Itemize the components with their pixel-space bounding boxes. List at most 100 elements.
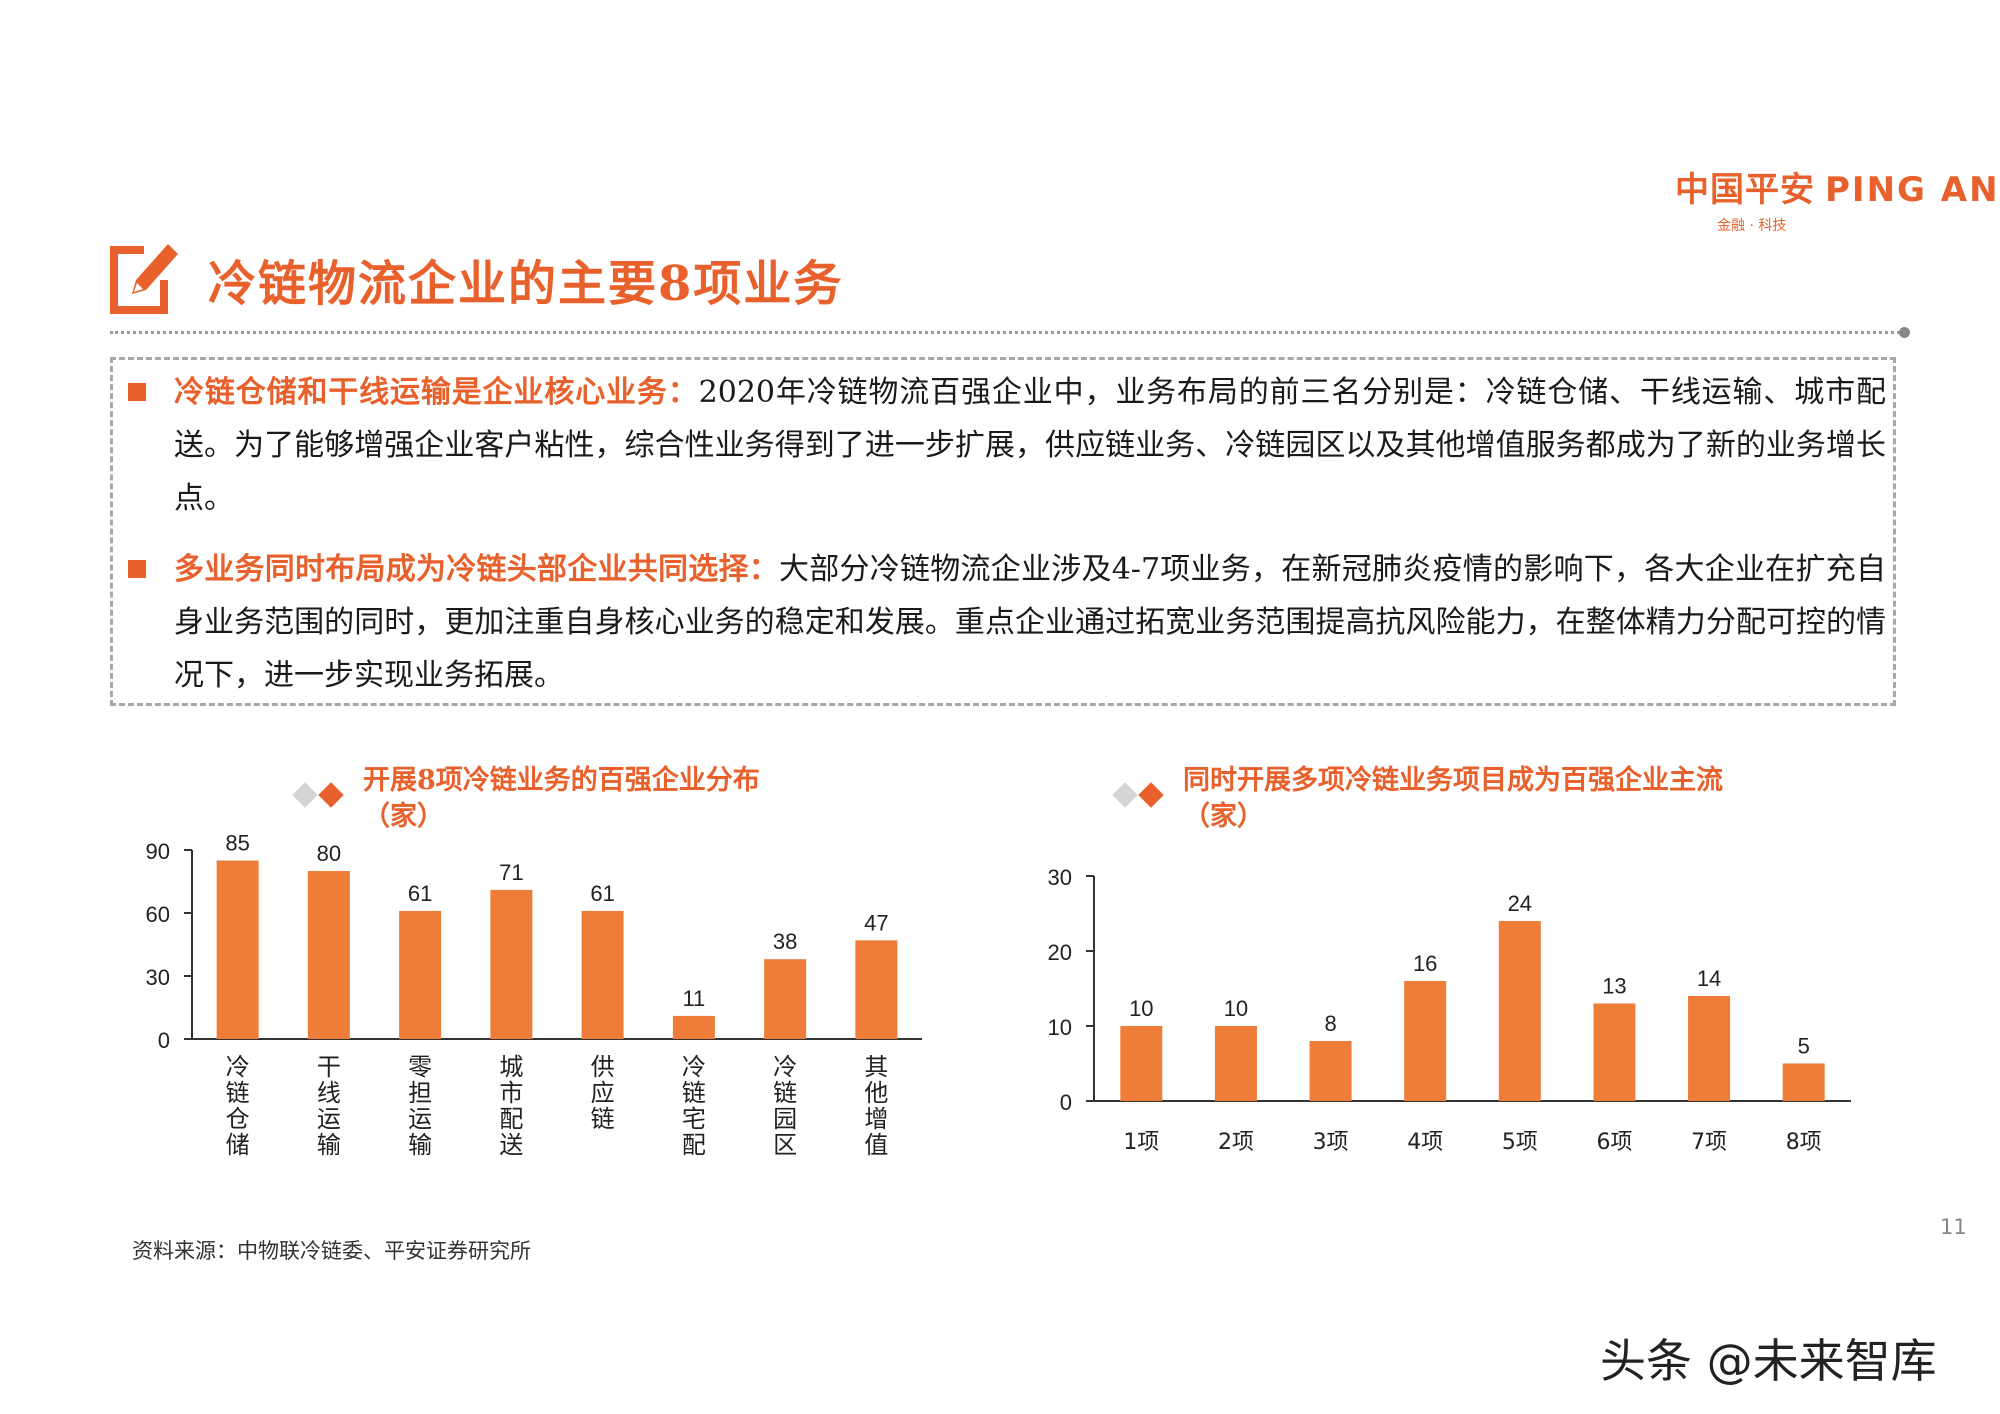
chart-1-data-label: 85 (225, 831, 249, 856)
chart-1-x-tick-label: 增 (864, 1105, 888, 1133)
chart-1-x-tick-label: 市 (499, 1079, 523, 1107)
chart-2-bar (1214, 1026, 1257, 1101)
chart-1-x-tick-label: 担 (408, 1079, 432, 1107)
chart-1-bar (581, 910, 624, 1039)
chart-1-data-label: 61 (590, 881, 614, 906)
chart-2-x-tick-label: 3项 (1313, 1130, 1349, 1155)
chart-2-y-tick-label: 0 (1060, 1090, 1072, 1115)
chart-2-data-label: 24 (1508, 891, 1532, 916)
chart-2-x-tick-label: 5项 (1502, 1130, 1538, 1155)
chart-2-x-tick-label: 7项 (1691, 1130, 1727, 1155)
bullet-2 (128, 560, 146, 578)
title-divider (110, 331, 1905, 334)
chart-1-x-tick-label: 输 (408, 1131, 432, 1159)
chart-2-title-text: 同时开展多项冷链业务项目成为百强企业主流 (1183, 765, 1723, 796)
chart-1-data-label: 47 (864, 910, 888, 935)
chart-1-y-tick-label: 0 (158, 1028, 170, 1053)
chart-1-bar (855, 940, 898, 1039)
chart-1-data-label: 80 (317, 841, 341, 866)
chart-2-x-tick-label: 4项 (1407, 1130, 1443, 1155)
chart-1-bar (490, 889, 533, 1039)
logo-wordmark: 中国平安 PING AN (1675, 162, 1998, 211)
chart-2-data-label: 5 (1798, 1034, 1810, 1059)
chart-2-bar (1309, 1041, 1352, 1101)
chart-2-data-label: 16 (1413, 951, 1437, 976)
paragraph-1-highlight: 冷链仓储和干线运输是企业核心业务： (174, 375, 699, 410)
chart-2-data-label: 14 (1697, 966, 1721, 991)
paragraph-2-highlight: 多业务同时布局成为冷链头部企业共同选择： (174, 552, 779, 587)
chart-1-x-tick-label: 送 (499, 1131, 523, 1159)
chart-1-x-tick-label: 干 (317, 1053, 341, 1081)
chart-1-y-tick-label: 90 (146, 839, 170, 864)
chart-1-x-tick-label: 应 (591, 1079, 615, 1107)
chart-2-data-label: 10 (1224, 996, 1248, 1021)
chart-2-y-tick-label: 20 (1048, 940, 1072, 965)
chart-1-x-tick-label: 链 (591, 1105, 615, 1133)
chart-1-bar (672, 1015, 715, 1039)
page-number: 11 (1940, 1215, 1967, 1239)
title-divider-dot (1899, 327, 1910, 338)
chart-1-title-text: 开展8项冷链业务的百强企业分布 (363, 765, 760, 796)
chart-1-bar (764, 959, 807, 1039)
chart-1-bar (216, 860, 259, 1039)
chart-1-x-tick-label: 城 (499, 1053, 523, 1081)
paragraph-1: 冷链仓储和干线运输是企业核心业务：2020年冷链物流百强企业中，业务布局的前三名… (174, 366, 1886, 525)
chart-1-x-tick-label: 储 (226, 1131, 250, 1159)
summary-box (110, 357, 1896, 706)
chart-2-data-label: 8 (1324, 1011, 1336, 1036)
chart-1-x-tick-label: 零 (408, 1053, 432, 1081)
chart-2-x-tick-label: 1项 (1123, 1130, 1159, 1155)
chart-1-x-tick-label: 他 (864, 1079, 888, 1107)
chart-1-x-tick-label: 线 (317, 1079, 341, 1107)
chart-1-y-tick-label: 30 (146, 965, 170, 990)
chart-1-title-unit: （家） (363, 801, 444, 832)
chart-1-data-label: 11 (682, 986, 705, 1011)
chart-1-x-tick-label: 链 (226, 1079, 250, 1107)
chart-1-x-tick-label: 链 (773, 1079, 797, 1107)
chart-1-x-tick-label: 运 (408, 1105, 432, 1133)
chart-1-x-tick-label: 配 (499, 1105, 523, 1133)
chart-2-y-tick-label: 30 (1048, 865, 1072, 890)
chart-2-bar (1688, 996, 1731, 1101)
chart-1-y-tick-label: 60 (146, 902, 170, 927)
edit-note-icon (110, 244, 178, 314)
source-note: 资料来源：中物联冷链委、平安证券研究所 (132, 1239, 531, 1263)
chart-1-x-tick-label: 配 (682, 1131, 706, 1159)
chart-2-title-unit: （家） (1183, 801, 1264, 832)
chart-2-bar (1593, 1003, 1636, 1101)
chart-1-bar (399, 910, 442, 1039)
paragraph-2-body: 大部分冷链物流企业涉及4-7项业务，在新冠肺炎疫情的影响下，各大企业在扩充自身业… (174, 552, 1887, 693)
chart-2-x-tick-label: 6项 (1596, 1130, 1632, 1155)
page-title: 冷链物流企业的主要8项业务 (208, 256, 844, 312)
logo-en: PING AN (1825, 170, 2000, 210)
chart-2-data-label: 13 (1602, 974, 1626, 999)
chart-1-x-tick-label: 仓 (226, 1105, 250, 1133)
logo-tagline: 金融 · 科技 (1717, 218, 1787, 234)
chart-1-x-tick-label: 供 (591, 1053, 615, 1081)
chart-1-x-tick-label: 运 (317, 1105, 341, 1133)
chart-1-x-tick-label: 其 (864, 1053, 888, 1081)
chart-1-data-label: 71 (499, 860, 523, 885)
paragraph-2: 多业务同时布局成为冷链头部企业共同选择：大部分冷链物流企业涉及4-7项业务，在新… (174, 543, 1886, 702)
bullet-1 (128, 383, 146, 401)
chart-1-x-tick-label: 冷 (682, 1053, 706, 1081)
chart-2-data-label: 10 (1129, 996, 1153, 1021)
chart-2-x-tick-label: 8项 (1786, 1130, 1822, 1155)
chart-2-bar (1782, 1063, 1825, 1101)
chart-2-bar (1404, 981, 1447, 1101)
chart-1-x-tick-label: 宅 (682, 1105, 706, 1133)
chart-2-bar (1120, 1026, 1163, 1101)
watermark: 头条 @未来智库 (1600, 1334, 1937, 1388)
chart-1-x-tick-label: 输 (317, 1131, 341, 1159)
chart-1-data-label: 38 (773, 929, 797, 954)
chart-1-x-tick-label: 冷 (226, 1053, 250, 1081)
chart-1-x-tick-label: 冷 (773, 1053, 797, 1081)
paragraph-1-body: 2020年冷链物流百强企业中，业务布局的前三名分别是：冷链仓储、干线运输、城市配… (174, 375, 1886, 516)
chart-2-y-tick-label: 10 (1048, 1015, 1072, 1040)
chart-2-title: 同时开展多项冷链业务项目成为百强企业主流 （家） (1183, 763, 1723, 835)
chart-2-x-tick-label: 2项 (1218, 1130, 1254, 1155)
chart-1-x-tick-label: 链 (682, 1079, 706, 1107)
chart-2-bar (1498, 921, 1541, 1101)
chart-1-x-tick-label: 区 (773, 1131, 797, 1159)
